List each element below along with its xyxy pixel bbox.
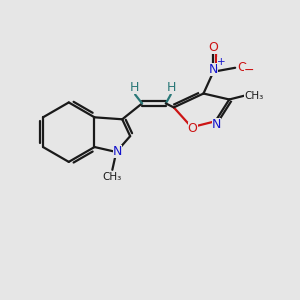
Text: O: O [188, 122, 197, 135]
Text: +: + [217, 57, 226, 67]
Text: CH₃: CH₃ [244, 91, 264, 100]
Text: O: O [208, 41, 218, 55]
Text: CH₃: CH₃ [103, 172, 122, 182]
Text: N: N [212, 118, 221, 131]
Text: N: N [209, 63, 218, 76]
Text: H: H [129, 81, 139, 94]
Text: N: N [112, 146, 122, 158]
Text: O: O [237, 61, 247, 74]
Text: −: − [244, 64, 254, 77]
Text: H: H [167, 81, 176, 94]
